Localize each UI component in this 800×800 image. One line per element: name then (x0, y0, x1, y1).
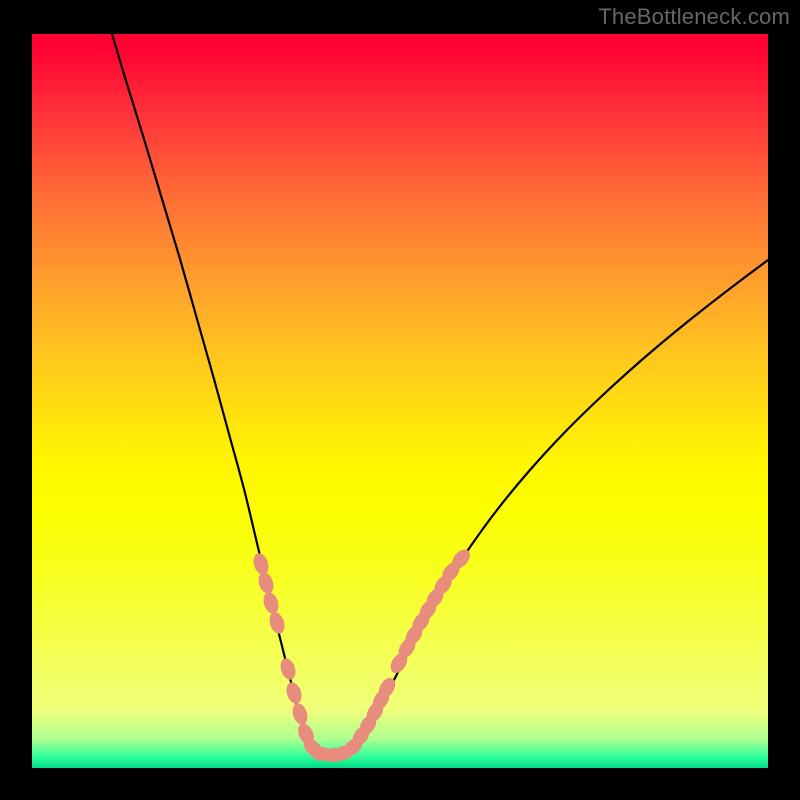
chart-canvas: TheBottleneck.com (0, 0, 800, 800)
watermark-text: TheBottleneck.com (598, 4, 790, 30)
plot-area (32, 34, 768, 768)
plot-svg (32, 34, 768, 768)
